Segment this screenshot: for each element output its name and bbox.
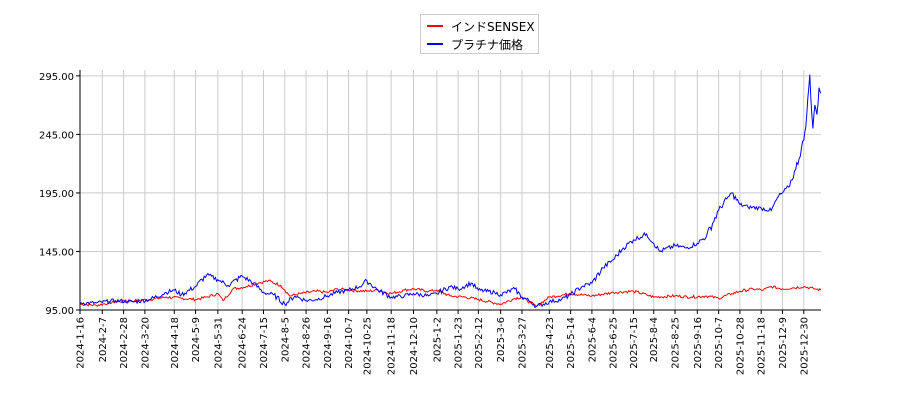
y-tick-label: 95.00 [45, 306, 74, 317]
x-tick-label: 2024-12-10 [409, 317, 420, 375]
x-tick-label: 2025-5-14 [566, 317, 577, 369]
x-tick-label: 2025-1-2 [432, 317, 443, 362]
series-line-1 [80, 74, 821, 309]
y-tick-label: 295.00 [39, 72, 74, 83]
x-tick-label: 2024-10-25 [362, 317, 373, 375]
x-tick-label: 2025-6-4 [587, 317, 598, 362]
legend-label: インドSENSEX [451, 19, 535, 34]
x-tick-label: 2025-12-9 [778, 317, 789, 369]
legend-item-series-1: プラチナ価格 [427, 36, 523, 52]
x-tick-label: 2025-8-25 [671, 317, 682, 369]
x-tick-label: 2024-5-9 [191, 317, 202, 362]
x-tick-label: 2025-9-16 [693, 317, 704, 369]
x-tick-label: 2025-12-30 [799, 317, 810, 375]
x-tick-label: 2024-2-7 [98, 317, 109, 362]
legend-swatch [427, 43, 443, 45]
y-tick-label: 145.00 [39, 247, 74, 258]
x-tick-label: 2025-7-15 [629, 317, 640, 369]
x-tick-label: 2024-11-18 [387, 317, 398, 375]
x-tick-label: 2025-10-7 [714, 317, 725, 369]
legend: インドSENSEX プラチナ価格 [420, 14, 539, 54]
series-line-0 [80, 279, 821, 308]
y-tick-label: 195.00 [39, 189, 74, 200]
x-tick-label: 2025-4-23 [545, 317, 556, 369]
legend-item-series-0: インドSENSEX [427, 18, 535, 34]
x-tick-label: 2024-5-31 [213, 317, 224, 369]
x-tick-label: 2025-8-4 [649, 317, 660, 362]
x-tick-label: 2024-7-15 [259, 317, 270, 369]
x-tick-label: 2024-2-28 [119, 317, 130, 369]
x-tick-label: 2024-1-16 [76, 317, 87, 369]
legend-label: プラチナ価格 [451, 37, 524, 52]
x-tick-label: 2025-2-12 [474, 317, 485, 369]
x-tick-label: 2025-1-23 [454, 317, 465, 369]
x-tick-label: 2024-10-7 [344, 317, 355, 369]
x-tick-label: 2025-10-28 [735, 317, 746, 375]
legend-swatch [427, 25, 443, 27]
x-tick-label: 2024-4-18 [170, 317, 181, 369]
x-tick-label: 2025-11-18 [757, 317, 768, 375]
x-tick-label: 2024-6-24 [238, 317, 249, 369]
x-tick-label: 2025-3-27 [517, 317, 528, 369]
y-tick-label: 245.00 [39, 130, 74, 141]
x-tick-label: 2024-8-5 [280, 317, 291, 362]
x-tick-label: 2024-3-20 [140, 317, 151, 369]
x-tick-label: 2024-8-26 [302, 317, 313, 369]
x-tick-label: 2025-3-6 [496, 317, 507, 362]
x-tick-label: 2024-9-16 [323, 317, 334, 369]
x-tick-label: 2025-6-25 [609, 317, 620, 369]
